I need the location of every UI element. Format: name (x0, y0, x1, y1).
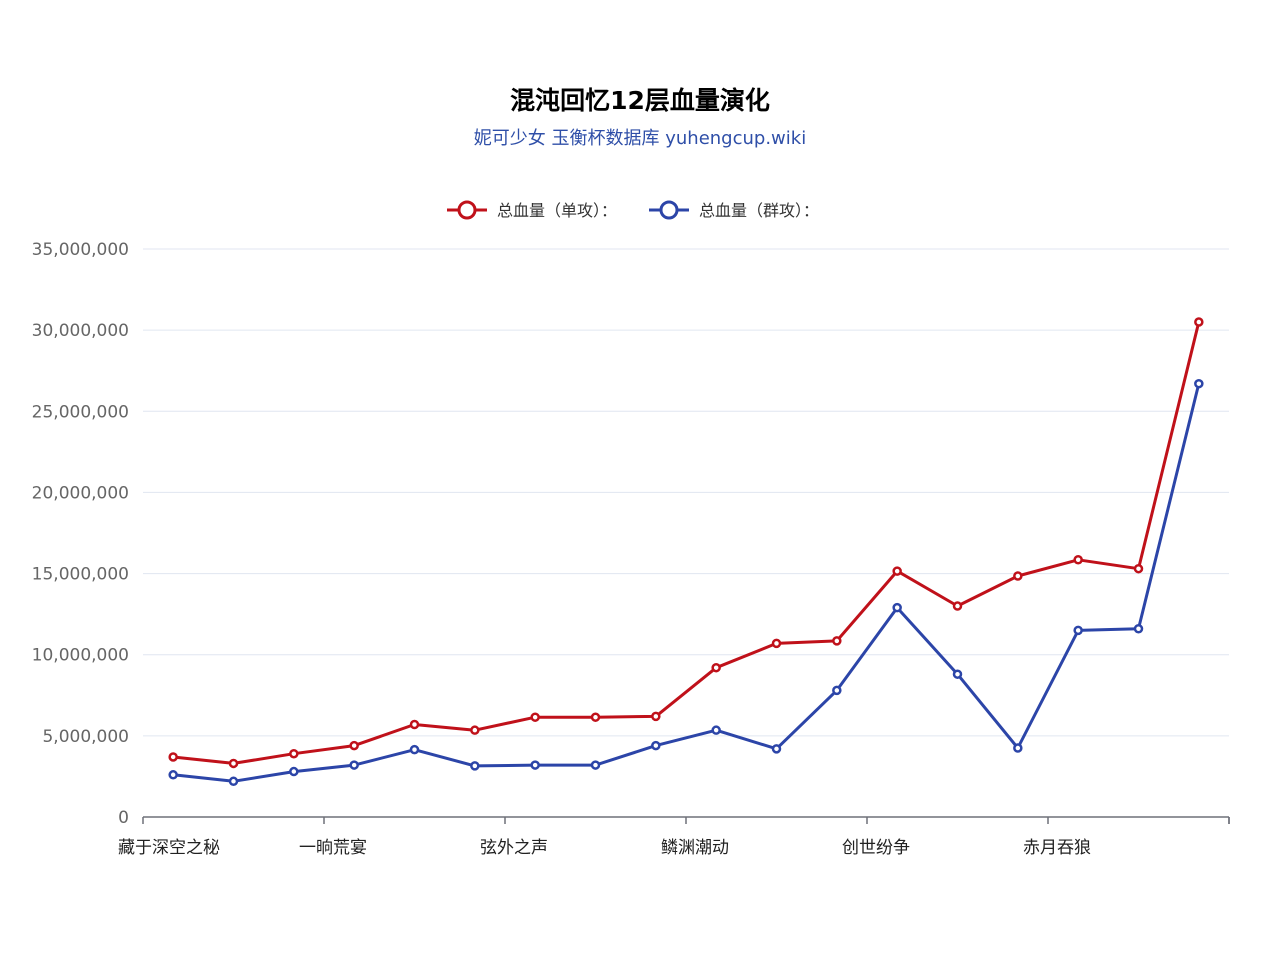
y-tick-label: 35,000,000 (32, 240, 129, 260)
x-tick-label: 鳞渊潮动 (661, 838, 729, 858)
series-line (173, 383, 1201, 783)
data-point[interactable] (832, 636, 842, 646)
series-0 (168, 317, 1204, 769)
data-point[interactable] (409, 719, 420, 730)
chart-title: 混沌回忆12层血量演化 (510, 86, 770, 115)
data-point[interactable] (771, 744, 782, 754)
data-point[interactable] (590, 712, 601, 722)
data-point[interactable] (1194, 378, 1204, 389)
data-point[interactable] (470, 761, 480, 771)
grid-lines (143, 248, 1229, 737)
data-point[interactable] (168, 770, 178, 780)
chart-subtitle: 妮可少女 玉衡杯数据库 yuhengcup.wiki (474, 128, 806, 149)
data-point[interactable] (590, 760, 601, 770)
data-point[interactable] (470, 725, 480, 735)
x-tick-label: 一晌荒宴 (299, 838, 367, 858)
series-line (173, 321, 1201, 765)
legend-item-aoe[interactable]: 总血量（群攻）： (649, 200, 819, 220)
data-point[interactable] (1133, 623, 1144, 634)
data-point[interactable] (711, 662, 721, 673)
legend-label-aoe: 总血量（群攻）： (699, 201, 819, 220)
series-1 (168, 378, 1204, 787)
data-point[interactable] (711, 725, 721, 735)
data-point[interactable] (832, 685, 842, 696)
data-point[interactable] (1073, 555, 1083, 565)
y-tick-label: 15,000,000 (32, 565, 129, 585)
y-tick-label: 20,000,000 (32, 483, 129, 503)
x-tick-label: 藏于深空之秘 (118, 838, 220, 858)
legend-marker-aoe (659, 200, 679, 220)
legend: 总血量（单攻）： 总血量（群攻）： (447, 200, 819, 220)
data-point[interactable] (892, 602, 902, 613)
legend-label-single-target: 总血量（单攻）： (497, 201, 617, 220)
x-tick-label: 弦外之声 (480, 838, 548, 858)
data-point[interactable] (168, 752, 178, 762)
y-tick-label: 30,000,000 (32, 321, 129, 341)
data-point[interactable] (771, 638, 782, 649)
y-tick-label: 25,000,000 (32, 402, 129, 422)
data-point[interactable] (952, 669, 963, 679)
y-axis-ticks: 0 5,000,000 10,000,000 15,000,000 20,000,000… (32, 240, 129, 828)
data-point[interactable] (289, 748, 299, 759)
data-point[interactable] (1013, 743, 1023, 753)
data-point[interactable] (651, 711, 661, 722)
data-point[interactable] (952, 601, 963, 611)
y-tick-label: 5,000,000 (42, 727, 129, 747)
data-point[interactable] (530, 712, 540, 722)
legend-item-single-target[interactable]: 总血量（单攻）： (447, 200, 617, 220)
data-point[interactable] (228, 776, 239, 787)
x-axis: 藏于深空之秘 一晌荒宴 弦外之声 鳞渊潮动 创世纷争 赤月吞狼 (118, 816, 1230, 858)
data-point[interactable] (1194, 317, 1204, 327)
series-layer (168, 317, 1204, 787)
x-tick-label: 赤月吞狼 (1023, 838, 1091, 858)
data-point[interactable] (530, 760, 540, 770)
data-point[interactable] (1013, 571, 1023, 581)
data-point[interactable] (1073, 625, 1083, 636)
x-tick-label: 创世纷争 (842, 838, 910, 858)
legend-marker-single-target (457, 200, 477, 220)
data-point[interactable] (409, 744, 420, 755)
data-point[interactable] (289, 766, 299, 777)
data-point[interactable] (349, 740, 359, 751)
data-point[interactable] (892, 566, 902, 576)
y-tick-label: 0 (118, 808, 129, 828)
data-point[interactable] (1133, 563, 1144, 574)
data-point[interactable] (228, 758, 239, 769)
data-point[interactable] (349, 760, 359, 770)
y-tick-label: 10,000,000 (32, 646, 129, 666)
data-point[interactable] (651, 740, 661, 751)
